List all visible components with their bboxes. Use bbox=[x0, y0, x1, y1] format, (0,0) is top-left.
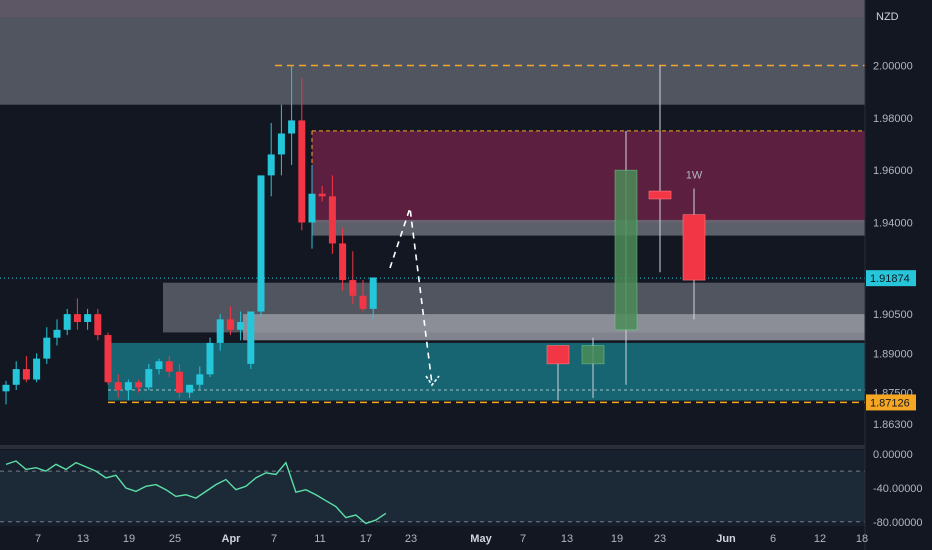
upper-gray-zone bbox=[0, 0, 865, 105]
y-tick-label: 1.90500 bbox=[873, 309, 913, 321]
x-tick-label: 11 bbox=[314, 533, 325, 545]
weekly-candle-label: 1W bbox=[686, 169, 703, 181]
daily-candle bbox=[12, 369, 20, 385]
daily-candle bbox=[63, 314, 71, 330]
daily-candle bbox=[124, 382, 132, 391]
daily-candle bbox=[155, 361, 163, 370]
demand-teal-zone bbox=[108, 342, 865, 401]
daily-candle bbox=[226, 319, 234, 330]
oscillator-y-tick-label: 0.00000 bbox=[873, 449, 913, 461]
daily-candle bbox=[33, 358, 41, 380]
daily-candle bbox=[206, 342, 214, 375]
oscillator-y-tick-label: -40.00000 bbox=[873, 483, 923, 495]
y-tick-label: 1.86300 bbox=[873, 419, 913, 431]
daily-candle bbox=[175, 371, 183, 393]
supply-gray-strip bbox=[312, 219, 865, 236]
projection-arrowhead bbox=[425, 375, 440, 387]
oscillator-band bbox=[0, 471, 865, 522]
x-tick-label: May bbox=[470, 533, 492, 545]
daily-candle bbox=[135, 382, 143, 388]
daily-candle bbox=[53, 329, 61, 338]
daily-candle bbox=[2, 384, 10, 392]
x-tick-label: 17 bbox=[360, 533, 372, 545]
x-tick-label: 25 bbox=[169, 533, 181, 545]
weekly-candle bbox=[648, 190, 672, 200]
x-tick-label: 23 bbox=[405, 533, 417, 545]
x-tick-label: 7 bbox=[520, 533, 526, 545]
daily-candle bbox=[339, 243, 347, 281]
x-tick-label: 12 bbox=[814, 533, 826, 545]
daily-candle bbox=[43, 337, 51, 359]
daily-candle bbox=[145, 369, 153, 388]
daily-candle bbox=[237, 321, 245, 330]
daily-candle bbox=[104, 335, 112, 383]
daily-candle bbox=[298, 120, 306, 223]
y-tick-label: 1.94000 bbox=[873, 218, 913, 230]
currency-label: NZD bbox=[868, 6, 924, 28]
x-tick-label: 13 bbox=[561, 533, 573, 545]
daily-candle bbox=[94, 314, 102, 336]
daily-candle bbox=[288, 120, 296, 134]
daily-candle bbox=[84, 314, 92, 322]
x-tick-label: 19 bbox=[611, 533, 623, 545]
daily-candle bbox=[369, 277, 377, 309]
projection-path bbox=[389, 207, 433, 385]
daily-candle bbox=[308, 193, 316, 223]
daily-candle bbox=[196, 374, 204, 385]
y-tick-label: 1.98000 bbox=[873, 113, 913, 125]
x-tick-label: 19 bbox=[123, 533, 135, 545]
pane-separator bbox=[0, 445, 865, 449]
y-tick-label: 1.89000 bbox=[873, 348, 913, 360]
y-tick-label: 2.00000 bbox=[873, 60, 913, 72]
daily-candle bbox=[73, 314, 81, 322]
weekly-candle bbox=[581, 345, 605, 365]
x-tick-label: 18 bbox=[856, 533, 868, 545]
lower-light-zone bbox=[243, 314, 865, 341]
weekly-candle bbox=[682, 214, 706, 281]
oscillator-y-tick-label: -80.00000 bbox=[873, 517, 923, 529]
x-tick-label: 6 bbox=[770, 533, 776, 545]
daily-candle bbox=[165, 361, 173, 372]
daily-candle bbox=[22, 369, 30, 380]
daily-candle bbox=[318, 193, 326, 197]
daily-candle bbox=[328, 196, 336, 244]
x-tick-label: 13 bbox=[77, 533, 89, 545]
daily-candle bbox=[359, 295, 367, 309]
daily-candle bbox=[267, 154, 275, 176]
x-tick-label: 23 bbox=[654, 533, 666, 545]
daily-candle bbox=[247, 311, 255, 364]
daily-candle bbox=[186, 384, 194, 393]
daily-candle bbox=[277, 133, 285, 155]
weekly-candle bbox=[546, 345, 570, 365]
daily-candle bbox=[216, 319, 224, 343]
weekly-candle bbox=[614, 169, 638, 331]
daily-candle bbox=[349, 280, 357, 296]
y-tick-label: 1.96000 bbox=[873, 165, 913, 177]
x-tick-label: Apr bbox=[222, 533, 242, 545]
supply-zone bbox=[312, 130, 865, 223]
oscillator-line bbox=[5, 460, 387, 525]
price-badge-label: 1.91874 bbox=[870, 273, 910, 285]
daily-candle bbox=[114, 382, 122, 391]
price-badge-label: 1.87126 bbox=[870, 397, 910, 409]
price-badge bbox=[866, 394, 916, 411]
daily-candle bbox=[257, 175, 265, 312]
price-badge bbox=[866, 270, 916, 287]
x-tick-label: 7 bbox=[35, 533, 41, 545]
x-tick-label: 7 bbox=[271, 533, 277, 545]
x-tick-label: Jun bbox=[716, 533, 736, 545]
